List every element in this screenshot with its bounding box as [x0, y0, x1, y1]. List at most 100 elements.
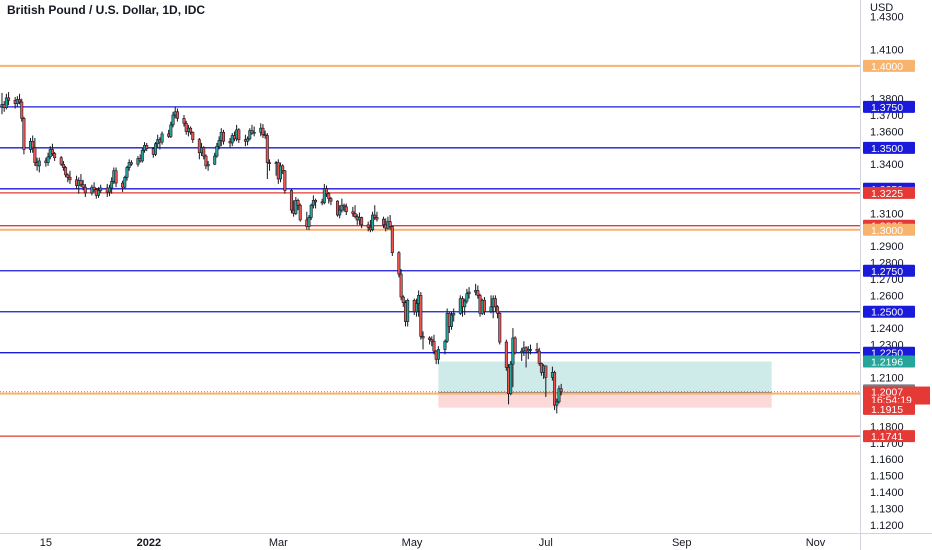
candle — [430, 336, 434, 347]
candle-body — [428, 337, 432, 340]
horizontal-lines-layer — [0, 64, 860, 437]
candle — [278, 162, 282, 183]
price-badge-1.3225-bg — [863, 186, 915, 199]
candle — [125, 165, 129, 181]
candle-body — [535, 349, 539, 352]
candle-body — [289, 190, 293, 211]
candle-body — [382, 218, 386, 226]
candle — [145, 142, 149, 152]
candle-body — [414, 303, 418, 313]
candle-body — [430, 339, 434, 342]
candle-body — [335, 200, 339, 216]
candle — [544, 365, 548, 397]
candle — [92, 182, 96, 193]
candle-body — [432, 340, 436, 352]
candle-body — [294, 199, 298, 214]
candle — [182, 115, 186, 127]
candle-body — [390, 226, 394, 254]
price-badge-1.2750-bg — [863, 264, 915, 277]
price-badge-1.3000-bg — [863, 223, 915, 236]
candle-body — [342, 204, 346, 208]
candle — [335, 200, 339, 217]
x-tick-label: May — [402, 537, 423, 549]
candle — [221, 129, 225, 145]
candle-body — [136, 158, 140, 165]
candle-body — [221, 131, 225, 142]
candle — [268, 159, 272, 171]
candle — [250, 124, 254, 135]
candle — [476, 285, 480, 299]
candle-body — [204, 155, 208, 167]
candle-body — [114, 170, 118, 184]
candle — [20, 98, 24, 122]
candle-body — [555, 401, 559, 406]
price-badge-1.3750: 1.3750 — [863, 100, 915, 114]
x-tick-label: Mar — [269, 537, 288, 549]
candle — [322, 183, 326, 205]
candle — [81, 179, 85, 191]
candle-body — [340, 204, 344, 211]
candle-body — [18, 99, 22, 103]
candle-body — [544, 365, 548, 378]
candle-body — [452, 313, 456, 316]
candle — [197, 138, 201, 160]
candle-body — [217, 140, 221, 147]
candle — [366, 221, 370, 232]
candle — [553, 370, 557, 411]
candle — [127, 159, 131, 171]
price-badges-layer: 1.40001.37501.35001.32501.32251.30251.30… — [863, 59, 930, 443]
candle-body — [107, 187, 111, 193]
y-tick-label: 1.1400 — [870, 487, 904, 499]
candle — [401, 295, 405, 307]
candle — [204, 154, 208, 170]
candle — [555, 398, 559, 414]
price-badge-1.4000: 1.4000 — [863, 59, 915, 73]
candle — [432, 334, 436, 355]
candle — [311, 195, 315, 209]
candle-body — [261, 127, 265, 136]
candle-body — [250, 130, 254, 134]
candle — [375, 211, 379, 222]
candle — [344, 203, 348, 216]
x-tick-label: 15 — [40, 537, 52, 549]
price-badge-1.1741-bg — [863, 430, 915, 443]
candle-body — [296, 199, 300, 206]
candle — [202, 146, 206, 160]
candle-body — [90, 186, 94, 194]
candle-body — [202, 147, 206, 157]
candle — [498, 311, 502, 345]
candle — [191, 131, 195, 143]
candle-body — [311, 199, 315, 206]
price-badge-1.2500: 1.2500 — [863, 305, 915, 319]
candle-body — [281, 165, 285, 172]
candle-body — [559, 388, 563, 393]
candle-body — [443, 340, 447, 350]
candle — [390, 225, 394, 257]
y-tick-label: 1.1300 — [870, 503, 904, 515]
candle-body — [64, 167, 68, 176]
price-badge-1.3500: 1.3500 — [863, 141, 915, 155]
candle-body — [401, 296, 405, 304]
candle-body — [66, 174, 70, 178]
price-badge-1.3225: 1.3225 — [863, 186, 915, 200]
candle — [421, 331, 425, 350]
price-badge-1.2750: 1.2750 — [863, 264, 915, 278]
candle-body — [513, 337, 517, 354]
candle-body — [7, 97, 11, 101]
candle — [68, 170, 72, 184]
candle — [557, 385, 561, 404]
candle — [428, 336, 432, 345]
candle-body — [110, 181, 114, 189]
y-tick-label: 1.2100 — [870, 372, 904, 384]
candle — [53, 151, 57, 161]
candle — [419, 292, 423, 340]
candle-body — [127, 162, 131, 168]
candle — [307, 215, 311, 231]
candle-body — [184, 122, 188, 132]
candle — [237, 128, 241, 143]
candle-body — [329, 198, 333, 202]
candle — [463, 298, 467, 316]
axis-currency-label: USD — [870, 2, 893, 14]
candle-body — [557, 388, 561, 403]
